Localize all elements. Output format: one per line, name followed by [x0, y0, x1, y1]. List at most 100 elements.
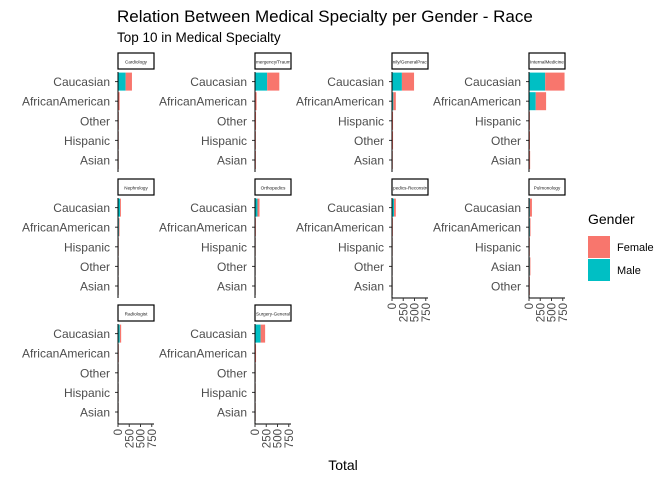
y-tick-label: Caucasian [53, 201, 110, 215]
y-tick-label: Caucasian [53, 327, 110, 341]
facet-strip-box [117, 304, 155, 322]
y-tick-label: Asian [354, 280, 384, 294]
y-tick-label: Asian [80, 406, 110, 420]
x-tick-label: 0 [113, 429, 125, 435]
y-tick-label: Caucasian [53, 75, 110, 89]
x-tick-label: 250 [535, 303, 547, 322]
y-tick-label: Hispanic [64, 240, 110, 254]
facet-strip-box [254, 304, 292, 322]
y-tick-label: Asian [80, 280, 110, 294]
bar-male-caucasian [118, 324, 120, 343]
facet-strip-label: Surgery-General [256, 312, 290, 317]
x-tick-label: 750 [421, 303, 433, 322]
y-tick-label: AfricanAmerican [22, 221, 110, 235]
y-tick-label: Caucasian [327, 75, 384, 89]
bar-male-caucasian [529, 72, 546, 91]
facet-strip-box [117, 52, 155, 70]
bar-female-other [255, 111, 257, 130]
y-tick-label: Asian [217, 406, 247, 420]
panel-nephrology: Nephrology Caucasian AfricanAmerican Hispan… [22, 178, 155, 298]
y-tick-label: Hispanic [64, 134, 110, 148]
y-tick-label: Caucasian [464, 75, 521, 89]
x-tick-label: 500 [136, 429, 148, 448]
y-tick-label: Other [80, 366, 110, 380]
x-tick-label: 250 [398, 303, 410, 322]
y-tick-label: AfricanAmerican [22, 95, 110, 109]
panel-cardiology: Cardiology Caucasian AfricanAmerican Other H… [22, 52, 155, 172]
bar-male-caucasian [118, 198, 121, 217]
legend-title: Gender [588, 211, 635, 227]
y-tick-label: Caucasian [190, 327, 247, 341]
y-tick-label: AfricanAmerican [433, 221, 521, 235]
y-tick-label: Hispanic [201, 386, 247, 400]
facet-strip-box [254, 52, 292, 70]
panel-family-generalpractice: Family/GeneralPractice Caucasian AfricanAm… [296, 52, 429, 172]
facet-strip-label: InternalMedicine [530, 60, 564, 65]
y-tick-label: AfricanAmerican [159, 221, 247, 235]
bar-female-caucasian [267, 72, 280, 91]
x-tick-label: 500 [410, 303, 422, 322]
chart-title: Relation Between Medical Specialty per G… [117, 7, 533, 26]
bar-female-caucasian [125, 72, 132, 91]
y-tick-label: Asian [217, 280, 247, 294]
legend-swatch-male [588, 259, 610, 281]
x-tick-label: 500 [273, 429, 285, 448]
x-tick-label: 250 [124, 429, 136, 448]
bar-female-asian [255, 151, 256, 169]
y-tick-label: Asian [491, 154, 521, 168]
bar-female-other [392, 131, 394, 150]
panel-internalmedicine: InternalMedicine Caucasian AfricanAmerican… [433, 52, 566, 172]
y-tick-label: AfricanAmerican [22, 347, 110, 361]
panel-surgery-general: Surgery-General Caucasian AfricanAmerican O… [159, 304, 296, 448]
x-tick-label: 750 [284, 429, 296, 448]
bar-female-caucasian [120, 198, 121, 217]
x-tick-label: 0 [524, 303, 536, 309]
bar-female-caucasian [260, 324, 266, 343]
facet-strip-box [528, 178, 566, 196]
legend-label-female: Female [617, 242, 654, 254]
y-tick-label: AfricanAmerican [159, 95, 247, 109]
bar-male-caucasian [118, 72, 126, 91]
bar-male-caucasian [255, 72, 268, 91]
x-tick-label: 0 [387, 303, 399, 309]
bar-female-africanamerican [255, 218, 256, 237]
panel-pulmonology: Pulmonology Caucasian AfricanAmerican Hispa… [433, 178, 570, 322]
bar-female-africanamerican [118, 92, 120, 111]
x-tick-label: 500 [547, 303, 559, 322]
y-tick-label: Hispanic [338, 114, 384, 128]
y-tick-label: Hispanic [338, 240, 384, 254]
y-tick-label: Caucasian [190, 75, 247, 89]
bar-female-caucasian [401, 72, 415, 91]
facet-strip-label: Pulmonology [534, 186, 561, 191]
bar-female-africanamerican [529, 218, 531, 237]
facet-strip-label: Emergency/Trauma [253, 60, 294, 65]
y-tick-label: Hispanic [475, 240, 521, 254]
y-tick-label: Other [491, 134, 521, 148]
legend: Gender Female Male [588, 211, 654, 281]
facet-strip-box [254, 178, 292, 196]
x-tick-label: 250 [261, 429, 273, 448]
facet-strip-label: Orthopedics [261, 186, 286, 191]
y-tick-label: Other [354, 260, 384, 274]
x-tick-label: 750 [558, 303, 570, 322]
panel-orthopedics: Orthopedics Caucasian AfricanAmerican Hispa… [159, 178, 292, 298]
bar-female-hispanic [529, 111, 530, 130]
facet-strip-box [391, 178, 429, 196]
legend-label-male: Male [617, 265, 641, 277]
bar-female-other [529, 131, 530, 150]
y-tick-label: Hispanic [64, 386, 110, 400]
y-tick-label: AfricanAmerican [296, 221, 384, 235]
y-tick-label: Asian [80, 154, 110, 168]
y-tick-label: Other [217, 260, 247, 274]
legend-swatch-female [588, 236, 610, 258]
bar-female-africanamerican [255, 92, 257, 111]
x-tick-label: 0 [250, 429, 262, 435]
y-tick-label: Caucasian [464, 201, 521, 215]
facet-strip-box [528, 52, 566, 70]
bar-male-caucasian [392, 72, 402, 91]
y-tick-label: Hispanic [201, 134, 247, 148]
y-tick-label: Asian [354, 154, 384, 168]
facet-strip-box [391, 52, 429, 70]
y-tick-label: AfricanAmerican [159, 347, 247, 361]
panel-radiologist: Radiologist Caucasian AfricanAmerican Other… [22, 304, 159, 448]
